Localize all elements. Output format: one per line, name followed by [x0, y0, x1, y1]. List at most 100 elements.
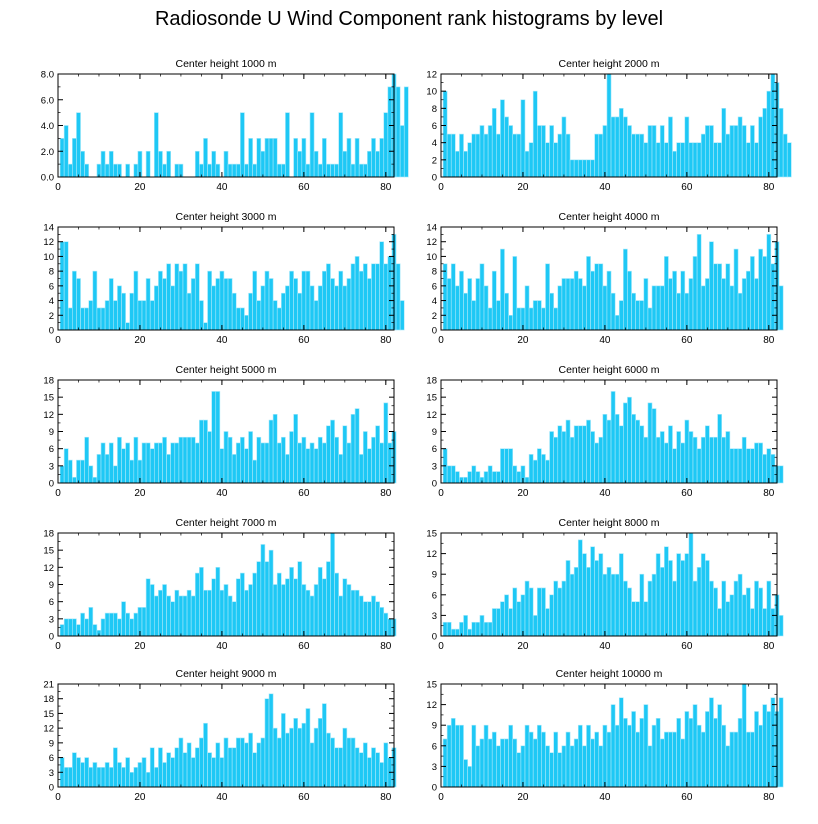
- bar: [565, 133, 571, 178]
- bar: [338, 112, 344, 178]
- panel-2: Center height 2000 m 0 20 40 60 80 0 2 4 6 8 10 12: [426, 58, 792, 193]
- bar: [754, 442, 759, 484]
- bar: [104, 762, 110, 788]
- bar: [153, 285, 159, 331]
- bar: [520, 99, 526, 178]
- bar: [778, 615, 784, 637]
- bar: [545, 459, 550, 484]
- bar: [668, 116, 673, 178]
- bar: [248, 431, 253, 484]
- y-tick-label: 18: [43, 529, 54, 540]
- y-tick-label: 6: [49, 281, 54, 292]
- bar: [125, 163, 131, 178]
- bar: [532, 90, 538, 178]
- bar: [647, 402, 653, 484]
- y-tick-label: 10: [426, 252, 437, 263]
- x-tick-label: 80: [380, 335, 392, 346]
- bar: [153, 442, 159, 484]
- bar: [354, 256, 360, 331]
- bar: [733, 580, 739, 637]
- y-tick-label: 3: [49, 614, 54, 625]
- bar: [162, 436, 167, 484]
- y-tick-label: 9: [49, 738, 54, 749]
- y-tick-label: 18: [43, 694, 54, 705]
- bar: [285, 578, 290, 637]
- panel-10: Center height 10000 m 0 20 40 60 80 0 3 6 9 12 15: [426, 668, 784, 803]
- bar: [709, 241, 714, 331]
- bar: [268, 549, 274, 637]
- bar: [504, 292, 509, 331]
- bar: [487, 125, 493, 178]
- bar: [450, 263, 456, 331]
- bar: [371, 263, 376, 331]
- bar: [375, 601, 380, 637]
- bar: [358, 454, 364, 484]
- bar: [129, 771, 135, 788]
- x-tick-label: 0: [55, 182, 61, 193]
- bar: [590, 270, 595, 331]
- panel-4: Center height 4000 m 0 20 40 60 80 0 2 4 6 8 10 12 14: [426, 211, 784, 346]
- bar: [536, 724, 542, 788]
- y-tick-label: 8: [49, 267, 54, 278]
- bar: [639, 718, 645, 788]
- bar: [516, 601, 522, 637]
- bar: [696, 724, 702, 788]
- bar: [158, 747, 163, 788]
- bar: [330, 737, 335, 788]
- bar: [680, 142, 686, 178]
- y-tick-label: 10: [43, 252, 54, 263]
- bar: [264, 698, 270, 788]
- bar: [745, 142, 751, 178]
- bar: [227, 595, 233, 637]
- bar: [491, 471, 497, 484]
- bar: [145, 578, 151, 637]
- bar: [528, 731, 534, 788]
- bar: [346, 584, 352, 637]
- bar: [655, 436, 661, 484]
- bar: [475, 745, 481, 788]
- bar: [276, 163, 282, 178]
- bar: [733, 448, 739, 484]
- bar: [684, 292, 690, 331]
- x-tick-label: 40: [216, 488, 228, 499]
- bar: [446, 724, 452, 788]
- bar: [618, 425, 624, 484]
- bar: [750, 448, 755, 484]
- bar: [602, 724, 608, 788]
- bar: [326, 263, 331, 331]
- x-tick-label: 60: [298, 335, 310, 346]
- bar: [561, 431, 567, 484]
- bar: [342, 425, 348, 484]
- y-tick-label: 14: [43, 223, 54, 234]
- bar: [235, 442, 241, 484]
- bar: [709, 697, 714, 788]
- bar: [606, 731, 612, 788]
- bar: [301, 138, 307, 178]
- y-tick-label: 0: [49, 479, 54, 490]
- bar: [309, 442, 315, 484]
- y-tick-label: 3: [432, 461, 437, 472]
- x-tick-label: 80: [380, 641, 392, 652]
- bar: [598, 436, 604, 484]
- bar: [190, 757, 196, 788]
- bar: [688, 718, 694, 788]
- bar: [536, 300, 542, 331]
- bar: [268, 138, 274, 178]
- x-tick-label: 40: [216, 182, 228, 193]
- panel-title: Center height 8000 m: [559, 517, 660, 529]
- bar: [688, 142, 694, 178]
- bar: [104, 300, 110, 331]
- bar: [741, 683, 747, 788]
- bar: [84, 307, 90, 331]
- bar: [770, 697, 776, 788]
- bar: [194, 442, 200, 484]
- bar: [268, 278, 274, 331]
- bar: [541, 307, 546, 331]
- bar: [113, 300, 118, 331]
- bar: [129, 618, 135, 637]
- bar: [326, 561, 331, 637]
- bar: [100, 307, 106, 331]
- bar: [467, 142, 473, 178]
- bar: [704, 125, 710, 178]
- bar: [264, 270, 270, 331]
